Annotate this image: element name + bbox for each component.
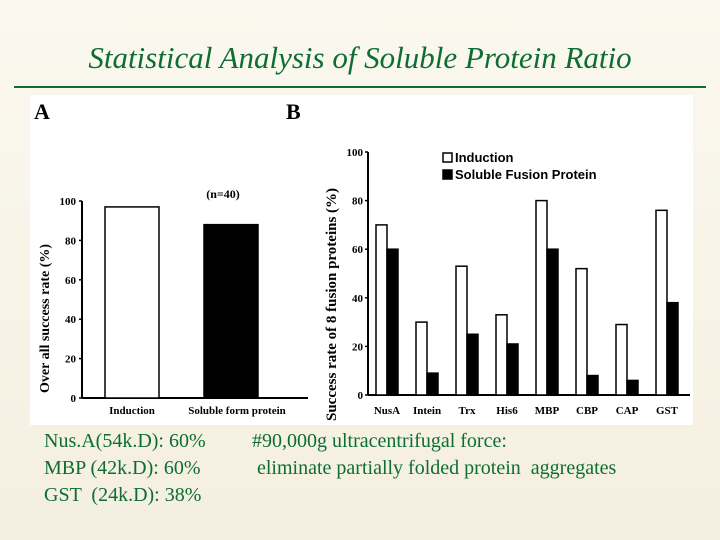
panel-b-tick-label: 80 [352,196,364,208]
notes-row: Nus.A(54k.D): 60% #90,000g ultracentrifu… [44,428,720,455]
panel-b-bar [375,224,388,396]
panel-b-tick-label: 20 [352,341,364,353]
panel-b-bar [426,372,439,396]
notes-row: MBP (42k.D): 60% eliminate partially fol… [44,455,720,482]
panel-b-tick-label: 100 [347,147,364,159]
panel-b-bar [575,267,588,396]
panel-a-bar [104,206,160,399]
panel-b-x-label: Trx [459,405,476,417]
title-divider [14,86,706,88]
note-ultracentrifugal: #90,000g ultracentrifugal force: [252,430,507,452]
slide-title: Statistical Analysis of Soluble Protein … [88,40,632,75]
panel-b-bar [666,301,679,396]
panel-b-tick-label: 60 [352,244,364,256]
panel-b-bar [626,379,639,396]
panel-b-legend: Induction Soluble Fusion Protein [442,150,597,182]
panel-a-bar [203,223,259,399]
panel-b-bar [586,374,599,396]
panel-b-ylabel: Success rate of 8 fusion proteins (%) [324,188,340,421]
notes-row: GST (24k.D): 38% [44,482,720,509]
panel-b-x-label: NusA [374,405,400,417]
panel-b-x-label: His6 [496,405,518,417]
panel-a-x-label: Induction [109,405,155,417]
panel-a-annotation: (n=40) [206,187,240,201]
panel-a-tick-label: 60 [65,275,77,287]
panel-a-tick-label: 20 [65,354,77,366]
panel-b-x-label: GST [656,405,679,417]
note-eliminate: eliminate partially folded protein aggre… [252,457,617,479]
panel-b-bar [495,314,508,396]
legend-label-induction: Induction [455,150,514,165]
panel-b-x-label: MBP [535,405,560,417]
panel-b-bar [546,248,559,396]
charts-svg: A Over all success rate (%) 0 20 40 60 80 100… [34,99,690,421]
note-nusa: Nus.A(54k.D): 60% [44,430,206,452]
panel-a-tick-label: 100 [60,196,77,208]
panel-b-tick-label: 40 [352,293,364,305]
panel-a-bars [104,206,259,399]
panel-b-bar [455,265,468,396]
panel-a-xlabels: Induction Soluble form protein [109,405,286,417]
panel-a-ylabel: Over all success rate (%) [38,244,53,393]
panel-b-xlabels: NusA Intein Trx His6 MBP CBP CAP GST [374,405,679,417]
panel-b-bars [375,199,679,396]
legend-swatch-soluble [442,169,453,180]
panel-b-bar [615,323,628,396]
panel-a-ticks: 0 20 40 60 80 100 [60,196,82,405]
panel-b-letter: B [286,99,301,124]
panel-b-bar [386,248,399,396]
panel-b-bar [655,209,668,396]
panel-b-x-label: CAP [616,405,639,417]
panel-a-tick-label: 40 [65,314,77,326]
panel-b-bar [415,321,428,396]
panel-b-ticks: 0 20 40 60 80 100 [347,147,368,402]
panel-a-letter: A [34,99,50,124]
panel-b-bar [466,333,479,396]
note-mbp: MBP (42k.D): 60% [44,457,201,479]
figure-panel: A Over all success rate (%) 0 20 40 60 80 100… [30,95,693,425]
panel-a-x-label: Soluble form protein [188,405,286,417]
panel-b-bar [535,199,548,396]
panel-b-tick-label: 0 [358,390,364,402]
legend-swatch-induction [442,152,453,163]
legend-label-soluble: Soluble Fusion Protein [455,167,597,182]
panel-b-x-label: CBP [576,405,598,417]
note-gst: GST (24k.D): 38% [44,484,202,506]
panel-a-tick-label: 0 [71,393,77,405]
panel-b-x-label: Intein [413,405,441,417]
panel-b-bar [506,343,519,396]
panel-a-tick-label: 80 [65,235,77,247]
notes-block: Nus.A(54k.D): 60% #90,000g ultracentrifu… [44,428,720,509]
